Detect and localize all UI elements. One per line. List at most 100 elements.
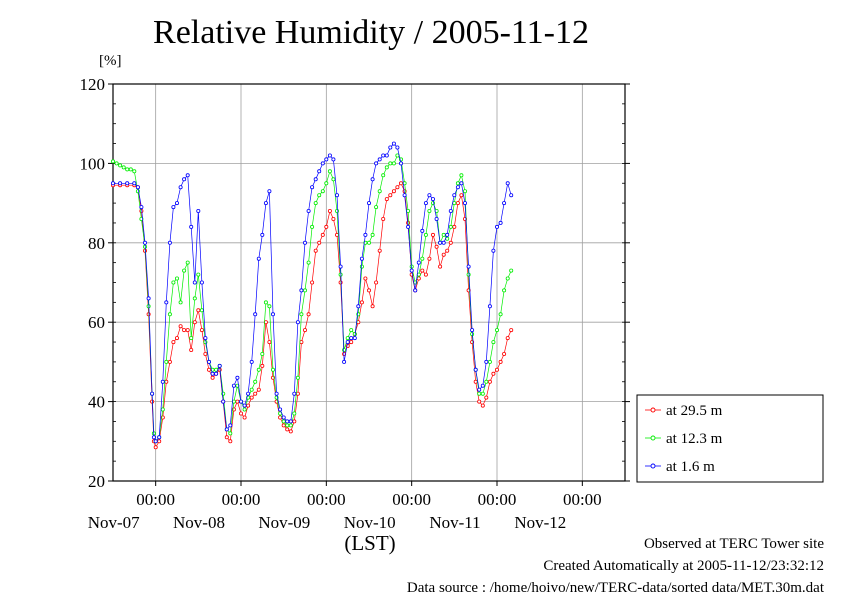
data-point [167,312,172,317]
data-point [413,288,418,293]
data-point [491,371,496,376]
data-point [480,403,485,408]
x-tick-time-label: 00:00 [478,490,517,509]
data-point [452,201,457,206]
y-tick-label: 40 [88,393,105,412]
data-point [260,232,265,237]
data-point [434,244,439,249]
data-point [455,185,460,190]
data-point [356,304,361,309]
data-point [473,379,478,384]
data-point [484,379,489,384]
chart-title: Relative Humidity / 2005-11-12 [153,14,589,51]
data-point [327,169,332,174]
data-point [242,415,247,420]
data-point [459,193,464,198]
grid-lines [113,84,625,481]
data-point [423,232,428,237]
data-point [324,181,329,186]
data-point [317,193,322,198]
data-point [238,399,243,404]
data-point [391,141,396,146]
data-point [189,224,194,229]
data-point [420,228,425,233]
data-point [285,427,290,432]
data-point [139,205,144,210]
data-point [199,308,204,313]
data-point [203,351,208,356]
data-point [320,232,325,237]
data-point [427,256,432,261]
data-point [228,431,233,436]
series-at-12-3-m [111,153,514,444]
data-point [310,280,315,285]
data-point [295,320,300,325]
y-tick-label: 100 [80,154,106,173]
data-point [288,429,293,434]
data-point [491,248,496,253]
data-point [151,435,156,440]
y-tick-label: 20 [88,472,105,491]
data-point [249,387,254,392]
data-point [121,165,126,170]
data-point [235,375,240,380]
data-point [146,296,151,301]
data-point [281,419,286,424]
data-point [342,359,347,364]
data-point [288,419,293,424]
data-point [494,367,499,372]
data-point [317,240,322,245]
data-point [502,351,507,356]
data-point [285,423,290,428]
data-point [178,300,183,305]
data-point [388,193,393,198]
data-point [391,189,396,194]
data-point [114,161,119,166]
data-point [352,336,357,341]
data-point [345,336,350,341]
data-point [345,340,350,345]
legend-label: at 1.6 m [666,459,715,475]
data-point [477,391,482,396]
data-point [334,193,339,198]
data-point [171,280,176,285]
data-point [174,276,179,281]
data-point [270,312,275,317]
data-point [135,185,140,190]
data-point [505,181,510,186]
data-point [381,173,386,178]
data-point [267,189,272,194]
data-point [132,181,137,186]
data-point [441,232,446,237]
data-point [427,208,432,213]
x-tick-date-label: Nov-11 [429,513,480,532]
data-point [302,328,307,333]
data-point [125,167,130,172]
data-point [246,403,251,408]
axes: 20 40 60 80 100 120 00:00 Nov-07 00:00 Nov-08 00:0… [80,75,630,532]
data-point [487,304,492,309]
data-point [327,153,332,158]
data-point [160,407,165,412]
data-point [374,280,379,285]
data-point [196,272,201,277]
data-point [313,177,318,182]
data-point [292,411,297,416]
data-point [494,224,499,229]
data-point [249,359,254,364]
data-point [206,359,211,364]
data-point [434,216,439,221]
data-point [111,181,116,186]
legend-marker [650,407,656,413]
legend: at 29.5 m at 12.3 m at 1.6 m [636,394,824,483]
data-point [359,256,364,261]
data-point [349,328,354,333]
data-point [423,201,428,206]
data-point [459,181,464,186]
data-point [420,268,425,273]
data-point [491,340,496,345]
y-axis-unit: [%] [99,53,122,69]
data-point [381,153,386,158]
data-point [182,268,187,273]
